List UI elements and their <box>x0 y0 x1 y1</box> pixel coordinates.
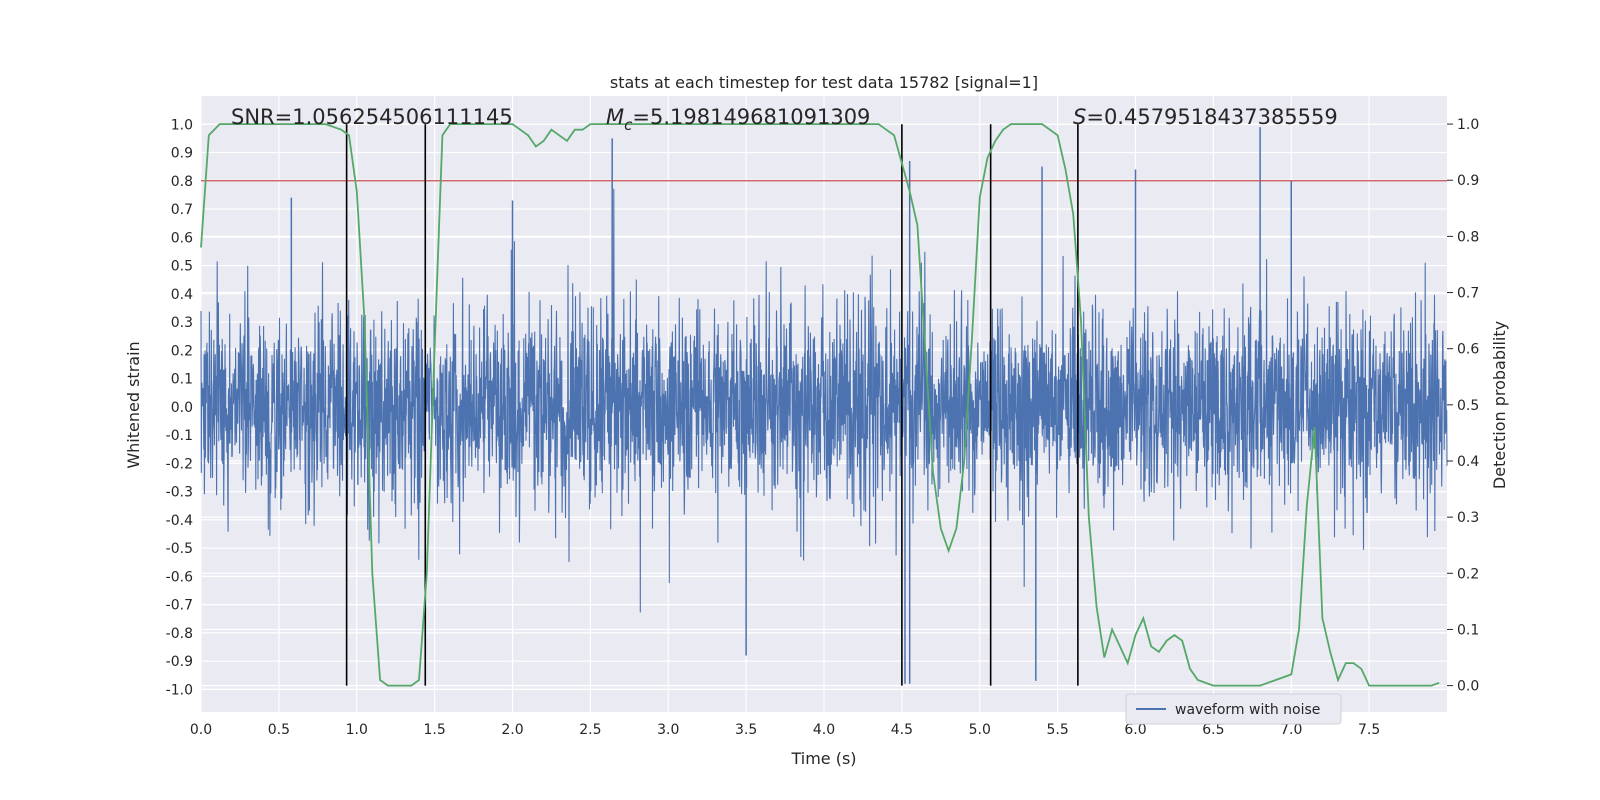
chirp-mass-annotation: Mc=5.198149681091309 <box>606 105 870 134</box>
x-tick-label: 7.0 <box>1280 722 1302 738</box>
y-left-tick-label: 0.9 <box>171 146 193 162</box>
y-left-tick-label: 0.7 <box>171 202 193 218</box>
y-axis-label-left: Whitened strain <box>124 341 143 468</box>
right-axis-ticks: 1.0 0.9 0.8 0.7 0.6 0.5 0.4 0.3 0.2 0.1 0.0 <box>1447 117 1479 695</box>
x-tick-label: 0.0 <box>190 722 212 738</box>
waveform-series <box>200 127 1448 684</box>
s-value: =0.4579518437385559 <box>1086 105 1337 129</box>
y-left-tick-label: 0.8 <box>171 174 193 190</box>
y-left-tick-label: -0.5 <box>166 541 193 557</box>
legend-box <box>1125 693 1342 725</box>
chirp-mass-value: =5.198149681091309 <box>632 105 870 129</box>
y-left-tick-label: 0.5 <box>171 259 193 275</box>
chirp-mass-symbol: M <box>606 105 624 129</box>
y-right-tick-label: 0.1 <box>1457 622 1479 638</box>
y-right-tick-label: 0.3 <box>1457 510 1479 526</box>
y-right-tick-label: 1.0 <box>1457 117 1479 133</box>
y-left-tick-label: -0.8 <box>166 626 193 642</box>
y-left-tick-label: 0.3 <box>171 315 193 331</box>
x-tick-label: 0.5 <box>268 722 290 738</box>
chirp-mass-subscript: c <box>624 116 633 134</box>
x-tick-label: 5.0 <box>969 722 991 738</box>
y-right-tick-label: 0.0 <box>1457 679 1479 695</box>
x-tick-label: 4.5 <box>891 722 913 738</box>
x-tick-label: 3.0 <box>657 722 679 738</box>
y-right-tick-label: 0.8 <box>1457 229 1479 245</box>
y-left-tick-label: 0.0 <box>171 400 193 416</box>
detection-probability-series <box>200 123 1440 687</box>
y-right-tick-label: 0.2 <box>1457 566 1479 582</box>
y-right-tick-label: 0.9 <box>1457 173 1479 189</box>
y-right-tick-label: 0.6 <box>1457 342 1479 358</box>
s-annotation: S=0.4579518437385559 <box>1073 105 1338 129</box>
y-left-tick-label: 1.0 <box>171 117 193 133</box>
detection-probability-line <box>200 123 1440 687</box>
x-tick-label: 7.5 <box>1358 722 1380 738</box>
y-left-tick-label: 0.2 <box>171 343 193 359</box>
y-right-tick-label: 0.4 <box>1457 454 1479 470</box>
x-tick-label: 3.5 <box>735 722 757 738</box>
legend-waveform-label: waveform with noise <box>1175 702 1320 718</box>
s-symbol: S <box>1073 105 1086 129</box>
x-axis-ticks: 0.0 0.5 1.0 1.5 2.0 2.5 3.0 3.5 4.0 4.5 5.0 5.5 6.0 6… <box>190 722 1380 738</box>
y-axis-label-right: Detection probability <box>1490 321 1509 489</box>
x-tick-label: 5.5 <box>1046 722 1068 738</box>
y-left-tick-label: -1.0 <box>166 682 193 698</box>
waveform-line <box>200 188 1448 613</box>
legend: waveform with noise <box>1125 693 1342 725</box>
y-left-tick-label: 0.1 <box>171 372 193 388</box>
y-left-tick-label: -0.6 <box>166 569 193 585</box>
y-left-tick-label: 0.4 <box>171 287 193 303</box>
y-left-tick-label: -0.2 <box>166 456 193 472</box>
x-tick-label: 4.0 <box>813 722 835 738</box>
y-right-tick-label: 0.5 <box>1457 398 1479 414</box>
y-left-tick-label: -0.9 <box>166 654 193 670</box>
y-left-tick-label: -0.7 <box>166 598 193 614</box>
x-axis-label: Time (s) <box>790 749 856 768</box>
y-left-tick-label: -0.1 <box>166 428 193 444</box>
y-left-tick-label: -0.3 <box>166 485 193 501</box>
x-tick-label: 1.0 <box>346 722 368 738</box>
y-left-tick-label: 0.6 <box>171 230 193 246</box>
x-tick-label: 2.5 <box>579 722 601 738</box>
x-tick-label: 2.0 <box>501 722 523 738</box>
x-tick-label: 6.5 <box>1202 722 1224 738</box>
x-tick-label: 1.5 <box>423 722 445 738</box>
y-right-tick-label: 0.7 <box>1457 286 1479 302</box>
chart-title: stats at each timestep for test data 157… <box>610 73 1038 92</box>
x-tick-label: 6.0 <box>1124 722 1146 738</box>
left-axis-ticks: 1.0 0.9 0.8 0.7 0.6 0.5 0.4 0.3 0.2 0.1 0.0 -0.1 -0.… <box>166 117 193 698</box>
y-left-tick-label: -0.4 <box>166 513 193 529</box>
snr-annotation: SNR=1.056254506111145 <box>231 105 513 129</box>
